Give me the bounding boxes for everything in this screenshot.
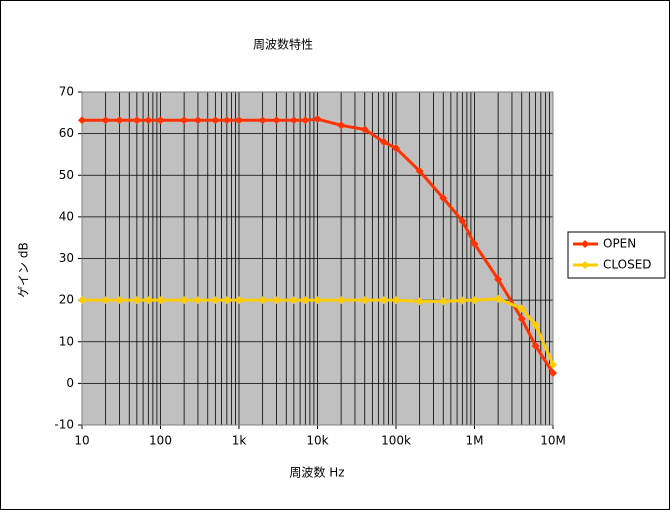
data-point xyxy=(115,116,124,125)
y-axis-label: ゲイン dB xyxy=(17,242,31,297)
y-tick-label: -10 xyxy=(54,418,74,432)
data-point xyxy=(360,125,369,134)
y-tick-label: 70 xyxy=(59,85,74,99)
x-axis-label: 周波数 Hz xyxy=(289,465,344,480)
data-point xyxy=(470,296,479,305)
y-tick-label: 20 xyxy=(59,293,74,307)
y-tick-label: 10 xyxy=(59,334,74,348)
data-point xyxy=(211,116,220,125)
x-tick-label: 1M xyxy=(466,434,484,448)
data-point xyxy=(156,116,165,125)
x-tick-label: 10 xyxy=(74,434,89,448)
data-point xyxy=(392,144,400,153)
data-point xyxy=(531,341,540,350)
data-point xyxy=(337,296,346,305)
data-point xyxy=(222,296,231,305)
y-tick-label: 0 xyxy=(66,376,74,390)
data-point xyxy=(313,296,322,305)
legend-label: OPEN xyxy=(603,237,636,251)
data-point xyxy=(132,296,141,305)
data-point xyxy=(301,296,310,305)
x-tick-label: 100 xyxy=(149,434,172,448)
data-point xyxy=(289,296,298,305)
data-point xyxy=(313,115,322,124)
data-point xyxy=(494,294,503,303)
data-point xyxy=(379,296,388,305)
data-point xyxy=(549,368,557,377)
data-point xyxy=(517,314,526,323)
series-line xyxy=(82,117,555,374)
series-line xyxy=(82,297,555,366)
data-point xyxy=(180,116,189,125)
y-tick-label: 50 xyxy=(59,168,74,182)
data-point xyxy=(392,296,400,305)
data-point xyxy=(193,116,202,125)
x-tick-label: 1k xyxy=(232,434,247,448)
data-point xyxy=(272,296,281,305)
y-tick-label: 30 xyxy=(59,251,74,265)
data-point xyxy=(78,296,86,305)
x-tick-label: 100k xyxy=(381,434,411,448)
data-point xyxy=(494,275,503,284)
data-point xyxy=(211,296,220,305)
data-point xyxy=(115,296,124,305)
data-point xyxy=(549,360,557,369)
data-point xyxy=(144,296,153,305)
data-point xyxy=(101,116,110,125)
data-point xyxy=(360,296,369,305)
data-point xyxy=(415,167,424,176)
data-point xyxy=(289,116,298,125)
y-tick-label: 60 xyxy=(59,126,74,140)
data-point xyxy=(235,116,243,125)
data-point xyxy=(439,194,448,203)
data-point xyxy=(458,217,467,226)
data-point xyxy=(379,137,388,146)
data-point xyxy=(101,296,110,305)
data-point xyxy=(517,304,526,313)
data-point xyxy=(415,297,424,306)
data-point xyxy=(235,296,243,305)
chart-title: 周波数特性 xyxy=(253,37,313,52)
data-point xyxy=(470,239,479,248)
data-point xyxy=(458,296,467,305)
legend-box xyxy=(567,231,666,279)
data-point xyxy=(337,121,346,130)
y-tick-label: 40 xyxy=(59,209,74,223)
legend-marker xyxy=(581,240,589,248)
data-point xyxy=(144,116,153,125)
data-point xyxy=(258,116,267,125)
data-point xyxy=(180,296,189,305)
legend-marker xyxy=(581,261,589,269)
x-tick-label: 10k xyxy=(306,434,328,448)
data-point xyxy=(156,296,165,305)
legend-label: CLOSED xyxy=(603,258,652,272)
data-point xyxy=(132,116,141,125)
data-point xyxy=(272,116,281,125)
x-tick-label: 10M xyxy=(540,434,566,448)
data-point xyxy=(258,296,267,305)
data-point xyxy=(531,321,540,330)
data-point xyxy=(439,297,448,306)
data-point xyxy=(193,296,202,305)
data-point xyxy=(222,116,231,125)
data-point xyxy=(301,116,310,125)
data-point xyxy=(78,116,86,125)
plot-border xyxy=(81,91,554,426)
